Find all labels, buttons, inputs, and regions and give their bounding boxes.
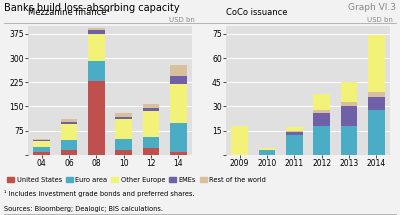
Text: USD bn: USD bn [170,17,195,23]
Text: USD bn: USD bn [368,17,393,23]
Bar [341,106,357,126]
Text: Sources: Bloomberg; Dealogic; BIS calculations.: Sources: Bloomberg; Dealogic; BIS calcul… [4,206,163,212]
Bar [61,122,77,124]
Bar [341,101,357,106]
Bar [116,119,132,139]
Bar [88,34,104,61]
Bar [88,30,104,34]
Bar [368,35,384,92]
Bar [170,152,186,155]
Bar [286,132,302,135]
Bar [143,137,159,148]
Bar [259,148,275,150]
Bar [61,140,77,150]
Bar [34,140,50,141]
Legend: United States, Euro area, Other Europe, EMEs, Rest of the world: United States, Euro area, Other Europe, … [7,177,266,183]
Bar [314,113,330,126]
Bar [143,111,159,137]
Bar [286,131,302,132]
Bar [170,65,186,77]
Bar [341,126,357,155]
Bar [116,113,132,117]
Bar [88,61,104,81]
Bar [34,141,50,147]
Bar [143,108,159,111]
Bar [34,139,50,140]
Bar [170,84,186,123]
Text: Mezzanine finance¹: Mezzanine finance¹ [28,8,110,17]
Bar [170,123,186,152]
Bar [116,117,132,119]
Bar [61,119,77,122]
Text: ¹ Includes investment grade bonds and preferred shares.: ¹ Includes investment grade bonds and pr… [4,190,195,197]
Bar [88,81,104,155]
Text: Banks build loss-absorbing capacity: Banks build loss-absorbing capacity [4,3,180,13]
Text: CoCo issuance: CoCo issuance [226,8,288,17]
Bar [259,150,275,155]
Bar [34,152,50,155]
Bar [232,126,248,155]
Bar [368,110,384,155]
Bar [116,150,132,155]
Bar [116,139,132,150]
Bar [286,127,302,131]
Bar [88,28,104,30]
Bar [170,77,186,84]
Bar [341,82,357,102]
Bar [34,147,50,152]
Bar [314,94,330,110]
Bar [368,97,384,110]
Bar [368,92,384,97]
Bar [286,135,302,155]
Bar [143,148,159,155]
Bar [314,126,330,155]
Text: Graph VI.3: Graph VI.3 [348,3,396,12]
Bar [61,124,77,140]
Bar [314,110,330,113]
Bar [61,150,77,155]
Bar [143,104,159,108]
